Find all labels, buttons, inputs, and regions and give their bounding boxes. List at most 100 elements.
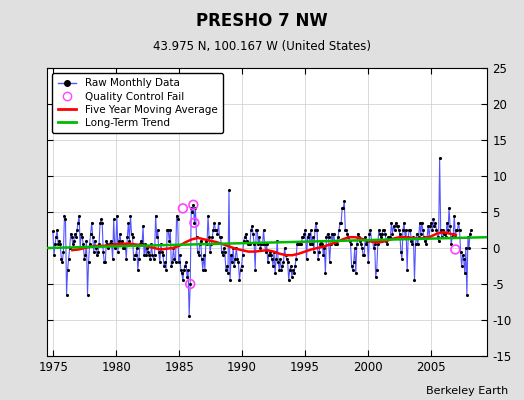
Point <box>56 241 64 248</box>
Point <box>93 252 101 258</box>
Point <box>304 230 313 237</box>
Point <box>85 241 94 248</box>
Point <box>124 220 133 226</box>
Point <box>162 266 170 273</box>
Point <box>384 234 392 240</box>
Point <box>83 292 92 298</box>
Point <box>403 266 411 273</box>
Point <box>449 230 457 237</box>
Point <box>457 263 466 269</box>
Point <box>434 238 443 244</box>
Point <box>149 256 158 262</box>
Point <box>71 230 79 237</box>
Point <box>164 227 172 233</box>
Point <box>331 241 339 248</box>
Point <box>383 241 391 248</box>
Point <box>76 245 84 251</box>
Point <box>375 227 383 233</box>
Point <box>147 241 156 248</box>
Point <box>213 230 222 237</box>
Point <box>402 227 410 233</box>
Point <box>169 245 178 251</box>
Point <box>52 234 60 240</box>
Point <box>74 220 82 226</box>
Point <box>126 212 135 219</box>
Point <box>123 234 132 240</box>
Point <box>239 238 248 244</box>
Point <box>55 238 63 244</box>
Point <box>204 212 212 219</box>
Point <box>339 205 347 212</box>
Point <box>120 245 128 251</box>
Point <box>154 227 162 233</box>
Point <box>464 234 472 240</box>
Point <box>264 259 272 266</box>
Point <box>78 234 86 240</box>
Point <box>307 227 315 233</box>
Point <box>108 256 117 262</box>
Point <box>67 230 75 237</box>
Point <box>360 252 368 258</box>
Point <box>187 205 195 212</box>
Point <box>446 223 454 230</box>
Point <box>66 245 74 251</box>
Point <box>301 227 310 233</box>
Point <box>266 248 274 255</box>
Point <box>136 241 144 248</box>
Point <box>174 259 183 266</box>
Point <box>396 230 404 237</box>
Point <box>460 256 468 262</box>
Point <box>77 230 85 237</box>
Point <box>111 245 119 251</box>
Point <box>196 238 205 244</box>
Point <box>152 234 161 240</box>
Point <box>156 259 164 266</box>
Point <box>409 234 418 240</box>
Point <box>249 230 257 237</box>
Point <box>103 241 112 248</box>
Point <box>323 230 332 237</box>
Point <box>373 266 381 273</box>
Point <box>344 234 353 240</box>
Point <box>209 227 217 233</box>
Point <box>144 248 152 255</box>
Point <box>451 246 460 253</box>
Point <box>452 227 461 233</box>
Point <box>441 230 449 237</box>
Point <box>417 230 425 237</box>
Point <box>208 234 216 240</box>
Point <box>422 241 430 248</box>
Point <box>200 252 208 258</box>
Point <box>130 252 139 258</box>
Point <box>150 252 159 258</box>
Point <box>293 241 301 248</box>
Point <box>134 266 142 273</box>
Point <box>258 241 267 248</box>
Point <box>184 266 192 273</box>
Point <box>297 241 305 248</box>
Point <box>51 241 59 248</box>
Point <box>451 234 460 240</box>
Point <box>376 230 384 237</box>
Point <box>268 256 276 262</box>
Point <box>412 230 421 237</box>
Point <box>167 263 176 269</box>
Point <box>295 241 303 248</box>
Point <box>179 277 187 284</box>
Point <box>117 241 125 248</box>
Point <box>267 252 275 258</box>
Point <box>110 216 118 222</box>
Point <box>332 241 340 248</box>
Point <box>250 241 258 248</box>
Point <box>223 263 231 269</box>
Point <box>289 266 297 273</box>
Point <box>186 281 194 287</box>
Point <box>361 234 369 240</box>
Point <box>53 227 61 233</box>
Point <box>104 245 113 251</box>
Point <box>380 227 388 233</box>
Point <box>172 212 181 219</box>
Text: PRESHO 7 NW: PRESHO 7 NW <box>196 12 328 30</box>
Point <box>455 227 464 233</box>
Point <box>364 259 373 266</box>
